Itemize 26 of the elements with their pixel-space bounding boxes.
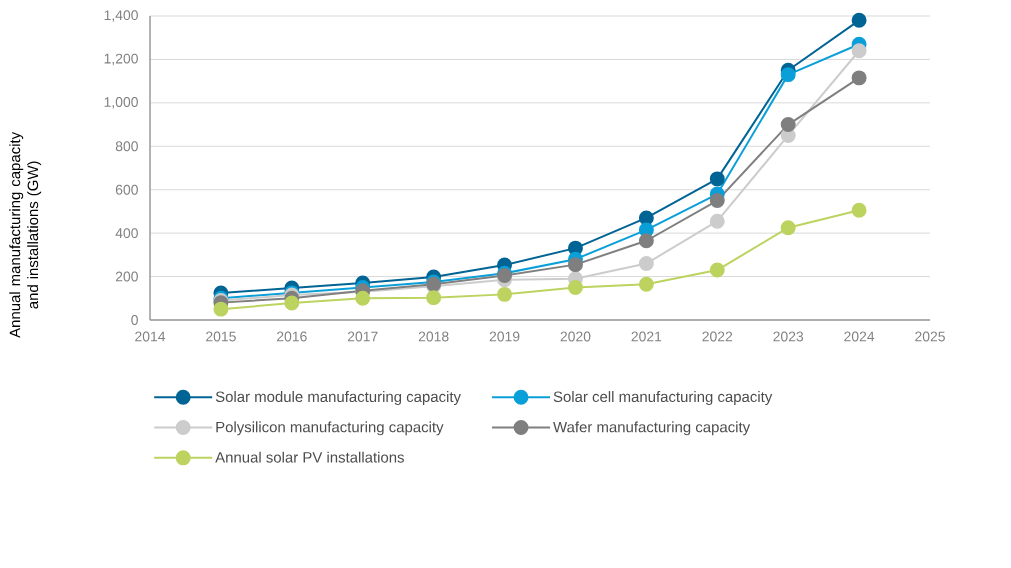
x-tick-label: 2022 <box>702 331 733 342</box>
x-tick-label: 2023 <box>773 331 804 342</box>
x-tick-label: 2020 <box>560 331 591 342</box>
y-tick-label: 800 <box>115 141 138 152</box>
x-tick-label: 2018 <box>418 331 449 342</box>
y-tick-label: 200 <box>115 271 138 282</box>
x-tick-label: 2014 <box>135 331 166 342</box>
y-tick-label: 1,000 <box>104 97 138 109</box>
legend-label: Solar module manufacturing capacity <box>215 391 461 405</box>
legend-label: Annual solar PV installations <box>215 451 404 463</box>
y-tick-label: 1,400 <box>104 10 138 22</box>
x-tick-label: 2016 <box>277 331 307 342</box>
legend-label: Solar cell manufacturing capacity <box>553 391 773 405</box>
x-tick-label: 2015 <box>206 331 236 342</box>
legend-label: Wafer manufacturing capacity <box>553 421 751 436</box>
x-tick-label: 2019 <box>489 331 520 342</box>
legend-label: Polysilicon manufacturing capacity <box>216 421 444 436</box>
x-tick-label: 2024 <box>844 331 875 342</box>
y-tick-label: 0 <box>131 315 138 325</box>
y-tick-label: 1,200 <box>104 53 138 66</box>
x-tick-label: 2021 <box>631 331 662 342</box>
x-tick-label: 2025 <box>915 331 945 342</box>
y-tick-label: 600 <box>115 184 138 195</box>
y-tick-label: 400 <box>115 228 138 239</box>
y-axis-title: Annual manufacturing capacity and installations (GW) <box>9 131 42 338</box>
x-tick-label: 2017 <box>347 331 378 342</box>
